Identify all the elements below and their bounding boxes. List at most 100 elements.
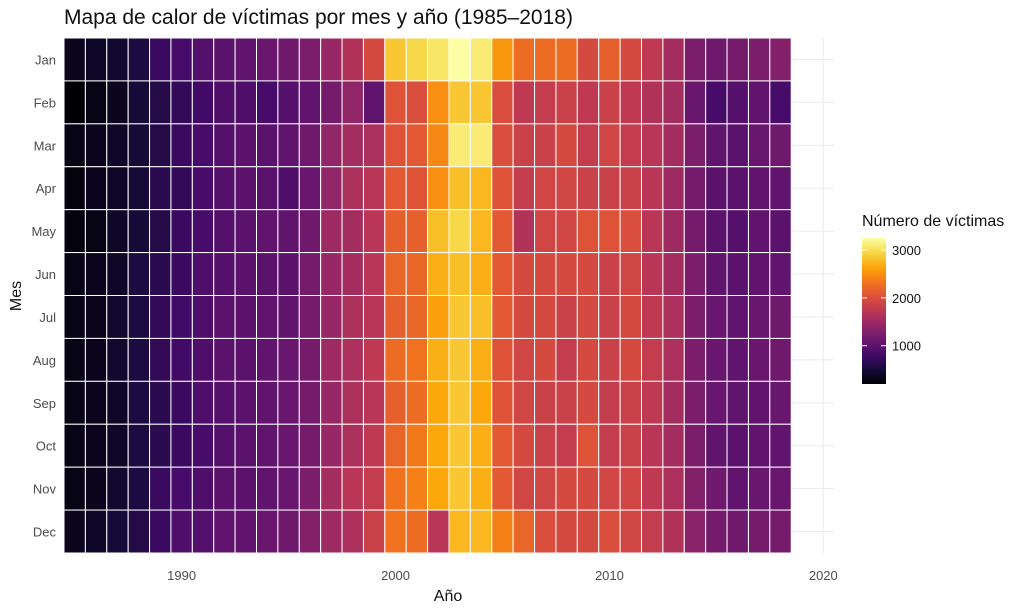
heatmap-tile: [555, 423, 578, 468]
heatmap-tile: [127, 423, 151, 468]
heatmap-tile: [63, 80, 86, 125]
heatmap-tile: [298, 337, 322, 382]
heatmap-tile: [726, 423, 749, 468]
heatmap-tile: [619, 337, 642, 382]
heatmap-tile: [341, 466, 364, 511]
heatmap-tile: [491, 466, 514, 511]
heatmap-tile: [576, 80, 600, 125]
heatmap-tile: [127, 337, 151, 382]
heatmap-tile: [234, 80, 257, 125]
x-axis-title: Año: [434, 588, 463, 605]
heatmap-tile: [341, 337, 364, 382]
heatmap-tile: [427, 295, 450, 339]
heatmap-tile: [405, 509, 429, 554]
heatmap-tile: [405, 166, 429, 211]
heatmap-tile: [191, 80, 215, 125]
heatmap-tile: [469, 252, 493, 296]
x-tick-label: 2000: [381, 568, 410, 583]
heatmap-tile: [683, 252, 707, 296]
heatmap-tile: [84, 123, 108, 168]
heatmap-tile: [662, 423, 685, 468]
heatmap-tile: [769, 295, 792, 339]
heatmap-tile: [683, 209, 707, 254]
heatmap-tile: [555, 295, 578, 339]
heatmap-tile: [705, 37, 728, 82]
heatmap-tile: [405, 37, 429, 82]
heatmap-tile: [191, 466, 215, 511]
heatmap-tile: [384, 166, 407, 211]
heatmap-tile: [726, 80, 749, 125]
heatmap-tile: [106, 466, 129, 511]
heatmap-tile: [512, 37, 536, 82]
heatmap-tile: [149, 37, 172, 82]
heatmap-tile: [448, 166, 471, 211]
heatmap-tile: [619, 123, 642, 168]
heatmap-tile: [491, 80, 514, 125]
heatmap-tile: [534, 466, 557, 511]
heatmap-tile: [469, 80, 493, 125]
heatmap-tile: [747, 123, 771, 168]
heatmap-tile: [555, 509, 578, 554]
heatmap-tile: [277, 37, 300, 82]
heatmap-tile: [191, 337, 215, 382]
heatmap-tile: [448, 37, 471, 82]
heatmap-tile: [298, 252, 322, 296]
heatmap-tile: [170, 80, 193, 125]
heatmap-tile: [106, 209, 129, 254]
heatmap-tile: [512, 466, 536, 511]
y-axis-title: Mes: [8, 281, 25, 311]
heatmap-tile: [63, 423, 86, 468]
y-tick-label: Apr: [36, 181, 57, 196]
heatmap-tile: [149, 423, 172, 468]
heatmap-tile: [469, 337, 493, 382]
heatmap-tile: [213, 380, 236, 425]
heatmap-tile: [662, 337, 685, 382]
heatmap-tile: [362, 37, 386, 82]
heatmap-tile: [641, 209, 664, 254]
heatmap-tile: [662, 37, 685, 82]
heatmap-tile: [555, 209, 578, 254]
heatmap-tile: [534, 80, 557, 125]
heatmap-tile: [726, 295, 749, 339]
heatmap-tile: [277, 380, 300, 425]
heatmap-tile: [84, 209, 108, 254]
heatmap-tile: [769, 252, 792, 296]
heatmap-tile: [84, 252, 108, 296]
heatmap-tile: [127, 37, 151, 82]
heatmap-tile: [598, 337, 621, 382]
heatmap-tile: [106, 295, 129, 339]
heatmap-tile: [512, 295, 536, 339]
heatmap-tile: [256, 209, 279, 254]
heatmap-tile: [191, 380, 215, 425]
heatmap-tile: [298, 423, 322, 468]
heatmap-tile: [683, 509, 707, 554]
heatmap-tile: [705, 166, 728, 211]
heatmap-tile: [234, 166, 257, 211]
heatmap-tile: [576, 466, 600, 511]
heatmap-tile: [213, 509, 236, 554]
heatmap-tile: [683, 295, 707, 339]
heatmap-tile: [769, 509, 792, 554]
heatmap-tile: [427, 380, 450, 425]
y-tick-label: Oct: [36, 439, 57, 454]
heatmap-tile: [427, 509, 450, 554]
heatmap-tile: [362, 166, 386, 211]
heatmap-tile: [619, 37, 642, 82]
heatmap-tile: [298, 37, 322, 82]
heatmap-tile: [641, 295, 664, 339]
heatmap-tile: [84, 466, 108, 511]
heatmap-tile: [726, 466, 749, 511]
heatmap-tile: [362, 337, 386, 382]
heatmap-tile: [106, 337, 129, 382]
heatmap-tile: [512, 123, 536, 168]
heatmap-tile: [106, 166, 129, 211]
heatmap-tile: [512, 80, 536, 125]
heatmap-tile: [641, 337, 664, 382]
legend-tick-label: 1000: [892, 339, 921, 354]
heatmap-tile: [662, 252, 685, 296]
heatmap-tile: [170, 123, 193, 168]
heatmap-tile: [405, 80, 429, 125]
heatmap-tile: [427, 166, 450, 211]
heatmap-tile: [448, 337, 471, 382]
heatmap-tile: [149, 166, 172, 211]
